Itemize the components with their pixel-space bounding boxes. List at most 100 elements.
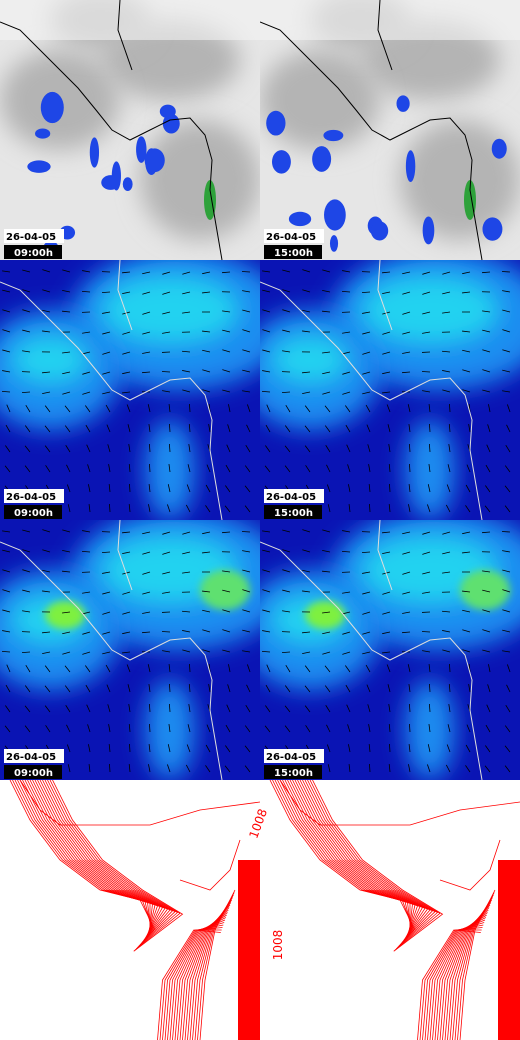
wind-arrow	[282, 309, 291, 313]
wind-arrow	[2, 530, 11, 533]
isobar	[424, 924, 484, 1040]
wind-arrow	[386, 664, 391, 673]
wind-arrow	[122, 331, 131, 335]
wind-arrow	[168, 464, 171, 473]
wind-arrow	[167, 764, 171, 773]
wind-arrow	[366, 424, 371, 433]
wind-arrow	[62, 351, 71, 354]
wind-arrow	[388, 444, 391, 453]
wind-arrow	[324, 665, 331, 673]
wind-arrow	[422, 331, 431, 334]
wind-arrow	[342, 611, 351, 615]
wind-peak	[45, 601, 85, 629]
wind-arrow	[162, 531, 171, 535]
wind-arrow	[107, 444, 111, 453]
wind-arrow	[322, 570, 331, 573]
wind-arrow	[222, 349, 231, 353]
wind-arrow	[225, 745, 231, 753]
wind-arrow	[408, 744, 411, 753]
wind-arrow	[409, 723, 411, 733]
wind-arrow	[468, 684, 471, 693]
wind-arrow	[185, 504, 191, 513]
wind-arrow	[302, 371, 311, 374]
wind-arrow	[448, 683, 451, 693]
wind-arrow	[285, 664, 291, 673]
wind-arrow	[202, 551, 211, 554]
wind-arrow	[465, 744, 471, 753]
wind-arrow	[305, 465, 311, 473]
time-box	[4, 505, 62, 519]
wind-arrow	[507, 664, 511, 673]
map-field	[260, 260, 520, 520]
wind-peak	[200, 570, 250, 610]
rain-cell	[144, 148, 165, 173]
wind-arrow	[342, 371, 351, 375]
wind-arrow	[282, 350, 291, 353]
wind-arrow	[502, 650, 511, 653]
clear-sky	[0, 0, 260, 40]
wind-arrow	[262, 289, 271, 293]
isobar	[419, 929, 482, 1040]
wind-arrow	[484, 765, 491, 773]
wind-arrow	[342, 591, 351, 594]
wind-arrow	[182, 271, 191, 275]
wind-arrow	[128, 444, 131, 453]
wind-arrow	[428, 443, 431, 453]
wind-arrow	[82, 611, 91, 615]
wind-arrow	[44, 665, 51, 673]
wind-arrow	[108, 484, 111, 493]
wind-arrow	[247, 664, 251, 673]
wind-arrow	[264, 725, 271, 733]
wind-arrow	[346, 704, 351, 713]
wind-arrow	[388, 723, 391, 733]
wind-arrow	[81, 551, 91, 553]
wind-arrow	[382, 291, 391, 295]
wind-arrow	[202, 271, 211, 275]
wind-arrow	[465, 484, 471, 493]
wind-arrow	[22, 529, 31, 533]
wind-arrow	[282, 329, 291, 333]
map-field	[0, 0, 260, 260]
wind-arrow	[449, 403, 451, 413]
wind-arrow	[402, 331, 411, 335]
wind-arrow	[369, 763, 371, 773]
wind-arrow	[407, 404, 411, 413]
wind-arrow	[482, 329, 491, 333]
wind-arrow	[322, 391, 331, 395]
wind-arrow	[208, 424, 211, 433]
wind-arrow	[382, 531, 391, 534]
wind-arrow	[168, 703, 171, 713]
wind-arrow	[348, 504, 351, 513]
wind-arrow	[85, 684, 91, 693]
wind-arrow	[502, 589, 511, 593]
wind-arrow	[362, 611, 371, 615]
wind-arrow	[142, 571, 151, 575]
wind-arrow	[88, 484, 91, 493]
wind-arrow	[247, 404, 251, 413]
wind-arrow	[262, 349, 271, 353]
wind-arrow	[86, 444, 91, 453]
wind-arrow	[462, 629, 471, 633]
wind-arrow	[502, 569, 511, 573]
wind-arrow	[446, 484, 451, 493]
wind-arrow	[206, 724, 211, 733]
wind-arrow	[345, 424, 351, 433]
wind-arrow	[86, 704, 91, 713]
wind-arrow	[382, 591, 391, 595]
wind-arrow	[221, 271, 231, 274]
wind-arrow	[21, 651, 31, 653]
wind-arrow	[502, 550, 511, 553]
wind-arrow	[305, 725, 311, 733]
wind-arrow	[44, 425, 51, 433]
wind-arrow	[326, 464, 331, 473]
wind-arrow	[162, 551, 171, 555]
wind-arrow	[262, 569, 271, 573]
wind-arrow	[67, 504, 71, 513]
wind-arrow	[64, 665, 71, 673]
wind-arrow	[149, 723, 151, 733]
wind-arrow	[202, 629, 211, 633]
isobar	[434, 914, 487, 1040]
wind-arrow	[482, 310, 491, 313]
wind-arrow	[148, 504, 151, 513]
isobar	[307, 780, 439, 950]
